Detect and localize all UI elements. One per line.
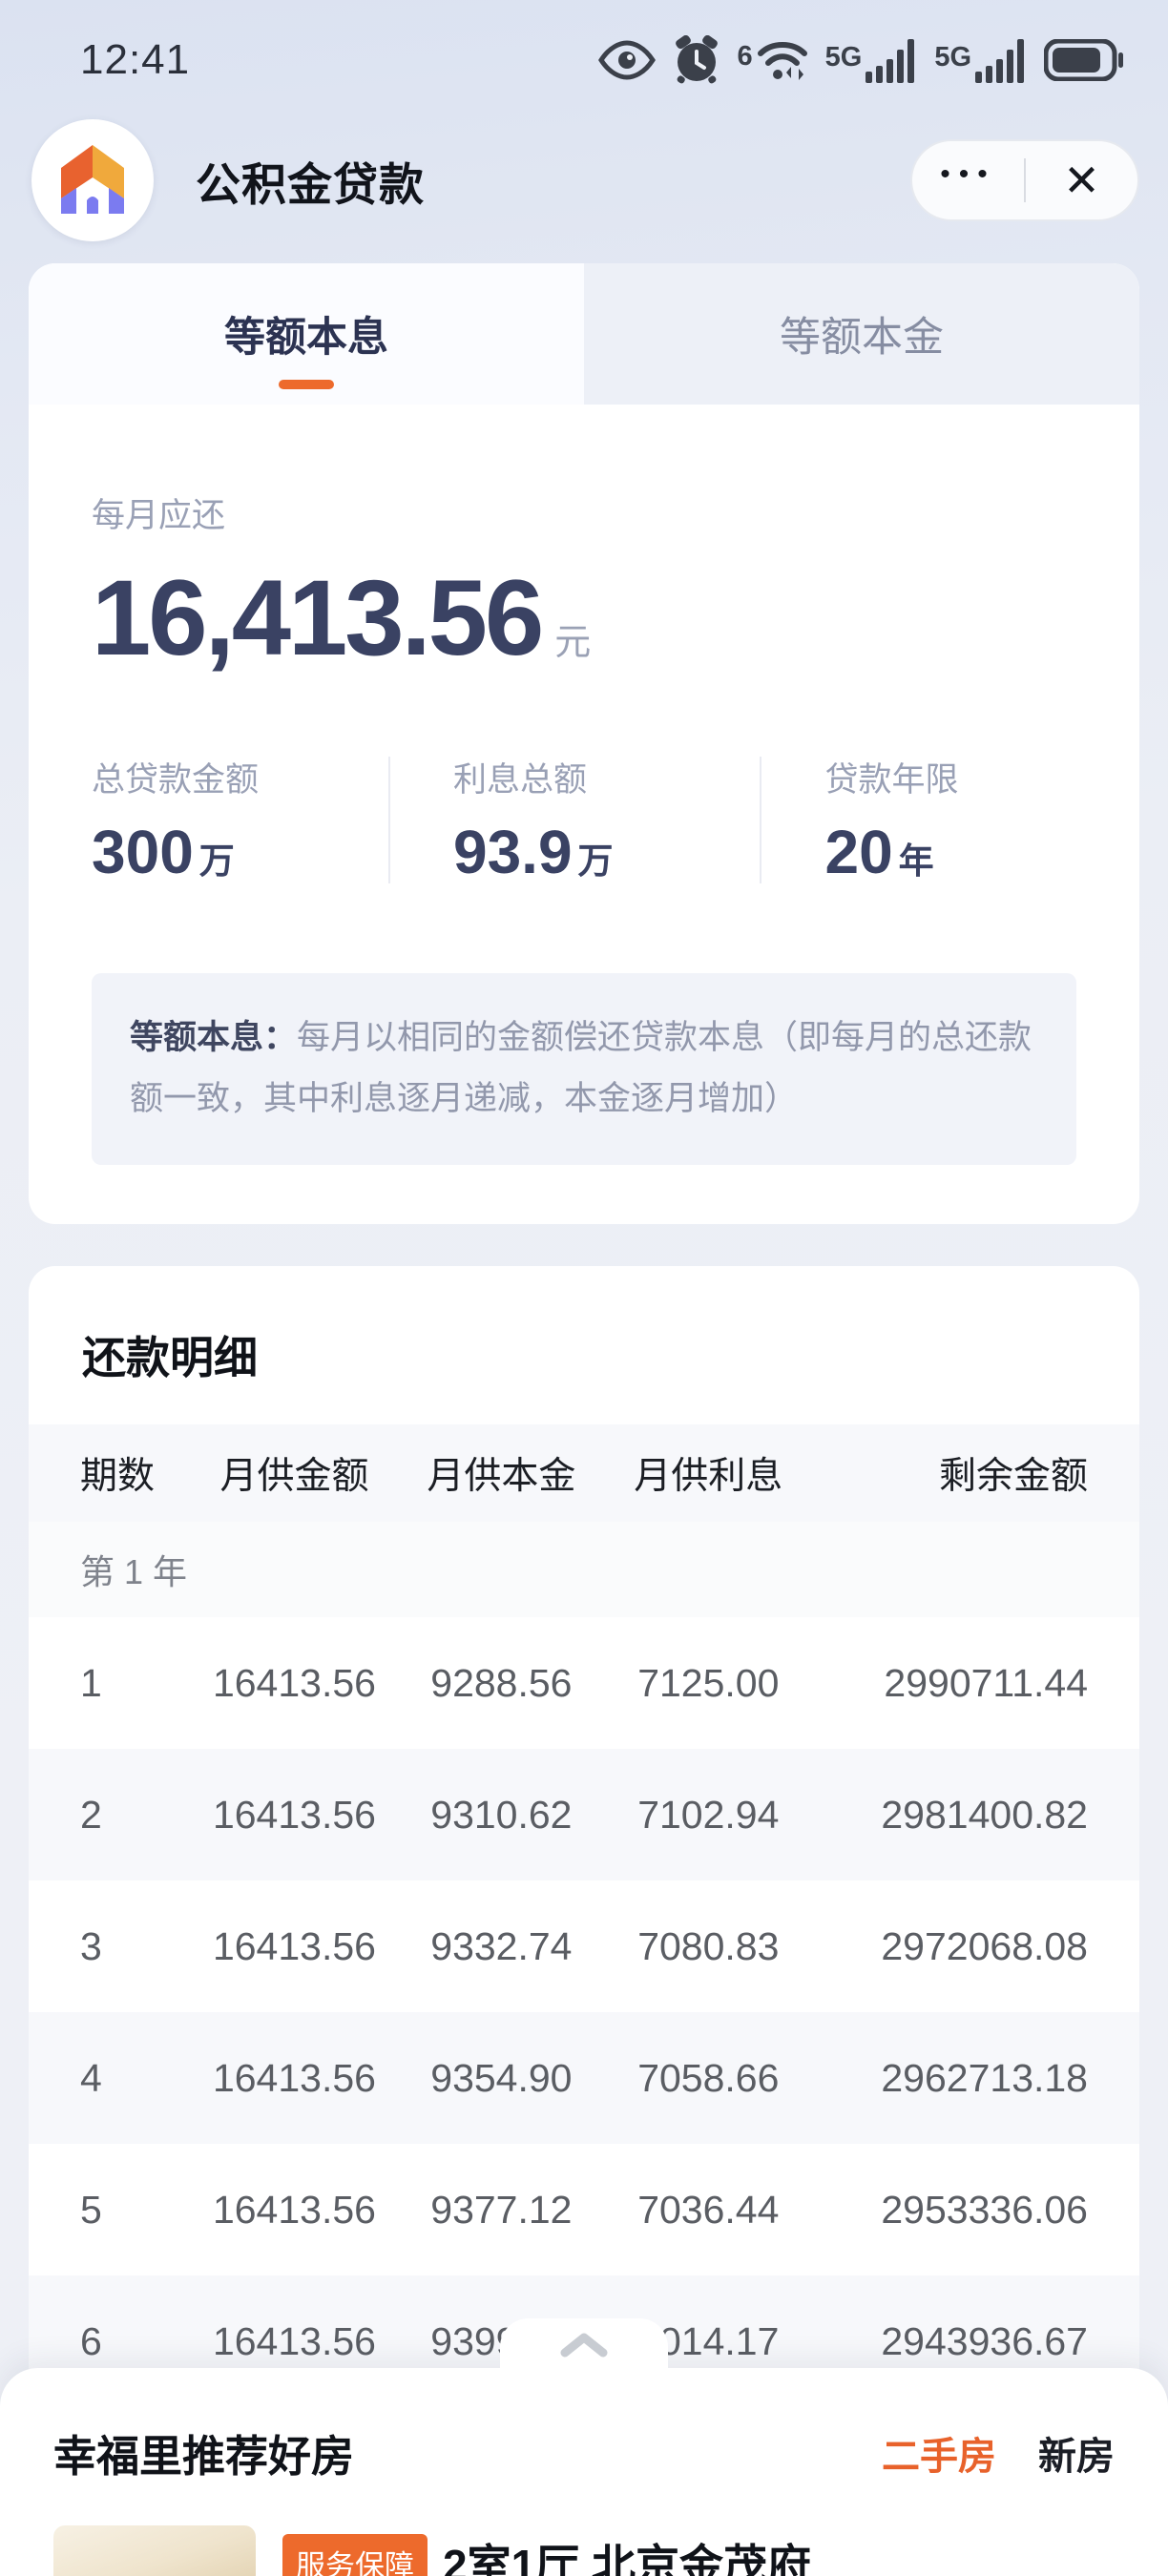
currency-unit: 元 — [554, 623, 592, 663]
stat-divider — [387, 756, 390, 883]
table-row: 5 16413.56 9377.12 7036.44 2953336.06 — [80, 2187, 1088, 2232]
recommend-bottom-sheet: 幸福里推荐好房 二手房 新房 服务保障 2室1厅 北京金茂府 — [0, 2318, 1168, 2576]
listing-title: 2室1厅 北京金茂府 — [443, 2541, 811, 2576]
monthly-amount-row: 16,413.56 元 — [92, 562, 1076, 675]
sheet-tabs: 二手房 新房 — [882, 2425, 1115, 2481]
tab-equal-installment[interactable]: 等额本息 — [29, 263, 584, 405]
capsule-buttons: ••• ✕ — [910, 139, 1139, 221]
col-monthly-payment: 月供金额 — [219, 1456, 369, 1498]
loan-stats: 总贷款金额 300 万 利息总额 93.9 万 贷款年限 — [92, 753, 1076, 887]
stat-total-loan-value: 300 — [92, 817, 194, 886]
repayment-tabs: 等额本息 等额本金 — [29, 263, 1139, 405]
calculator-card: 等额本息 等额本金 每月应还 16,413.56 元 总贷款金额 300 万 — [29, 263, 1139, 1225]
listing-info: 服务保障 2室1厅 北京金茂府 — [282, 2531, 811, 2576]
calculator-body: 每月应还 16,413.56 元 总贷款金额 300 万 利息总额 93.9 — [29, 488, 1139, 1224]
network-label: 5G — [824, 42, 863, 73]
network-label-2: 5G — [934, 42, 971, 73]
service-guarantee-badge: 服务保障 — [282, 2533, 428, 2576]
status-icons: 6 5G 5G — [597, 35, 1124, 85]
col-monthly-interest: 月供利息 — [634, 1456, 783, 1498]
stat-total-interest: 利息总额 93.9 万 — [452, 760, 614, 886]
app-header: 公积金贷款 ••• ✕ — [0, 109, 1168, 252]
monthly-due-label: 每月应还 — [92, 497, 226, 534]
note-term: 等额本息： — [130, 1018, 298, 1056]
col-monthly-principal: 月供本金 — [427, 1456, 576, 1498]
house-logo-icon — [61, 145, 124, 214]
table-row: 2 16413.56 9310.62 7102.94 2981400.82 — [29, 1749, 1139, 1881]
sheet-header: 幸福里推荐好房 二手房 新房 — [0, 2368, 1168, 2483]
stat-divider — [760, 756, 762, 883]
capsule-divider — [1024, 158, 1026, 202]
stat-total-interest-value: 93.9 — [452, 817, 573, 886]
tab-secondhand-house[interactable]: 二手房 — [882, 2435, 996, 2478]
avatar — [31, 119, 154, 241]
table-row: 3 16413.56 9332.74 7080.83 2972068.08 — [80, 1923, 1088, 1968]
close-button[interactable]: ✕ — [1026, 141, 1137, 219]
more-button[interactable]: ••• — [912, 141, 1024, 219]
eye-icon — [597, 39, 657, 81]
wifi-icon: 6 — [737, 36, 809, 84]
note-description: 每月以相同的金额偿还贷款本息（即每月的总还款额一致，其中利息逐月递减，本金逐月增… — [130, 1018, 1032, 1118]
tab-new-house[interactable]: 新房 — [1038, 2435, 1115, 2478]
active-tab-indicator — [279, 380, 334, 389]
monthly-amount: 16,413.56 — [92, 558, 544, 677]
year-group-row: 第 1 年 — [29, 1522, 1139, 1618]
repayment-note: 等额本息：每月以相同的金额偿还贷款本息（即每月的总还款额一致，其中利息逐月递减，… — [92, 972, 1076, 1166]
page-title: 公积金贷款 — [196, 158, 425, 210]
cellular-5g-primary-icon: 5G — [825, 35, 920, 85]
close-icon: ✕ — [1063, 156, 1100, 205]
listing-item[interactable]: 服务保障 2室1厅 北京金茂府 — [0, 2525, 1168, 2576]
tab-equal-principal[interactable]: 等额本金 — [584, 263, 1139, 405]
cellular-5g-secondary-icon: 5G — [934, 35, 1029, 85]
chevron-up-icon — [560, 2333, 608, 2358]
status-time: 12:41 — [80, 36, 191, 83]
col-period: 期数 — [80, 1456, 156, 1498]
schedule-title: 还款明细 — [82, 1333, 258, 1383]
col-remaining: 剩余金额 — [938, 1456, 1088, 1498]
schedule-header-row: 期数 月供金额 月供本金 月供利息 剩余金额 — [29, 1424, 1139, 1523]
status-bar: 12:41 6 — [0, 0, 1168, 107]
table-row: 1 16413.56 9288.56 7125.00 2990711.44 — [80, 1660, 1088, 1705]
table-row: 4 16413.56 9354.90 7058.66 2962713.18 — [29, 2012, 1139, 2145]
listing-thumbnail — [53, 2525, 256, 2576]
stat-loan-term: 贷款年限 20 年 — [824, 760, 959, 886]
wifi-gen-label: 6 — [737, 41, 753, 72]
battery-icon — [1044, 39, 1124, 81]
sheet-title: 幸福里推荐好房 — [53, 2432, 355, 2481]
alarm-clock-icon — [672, 35, 721, 85]
sheet-expand-handle[interactable] — [500, 2318, 668, 2370]
stat-total-loan: 总贷款金额 300 万 — [92, 760, 260, 886]
stat-loan-term-value: 20 — [824, 817, 893, 886]
more-icon: ••• — [940, 158, 996, 190]
